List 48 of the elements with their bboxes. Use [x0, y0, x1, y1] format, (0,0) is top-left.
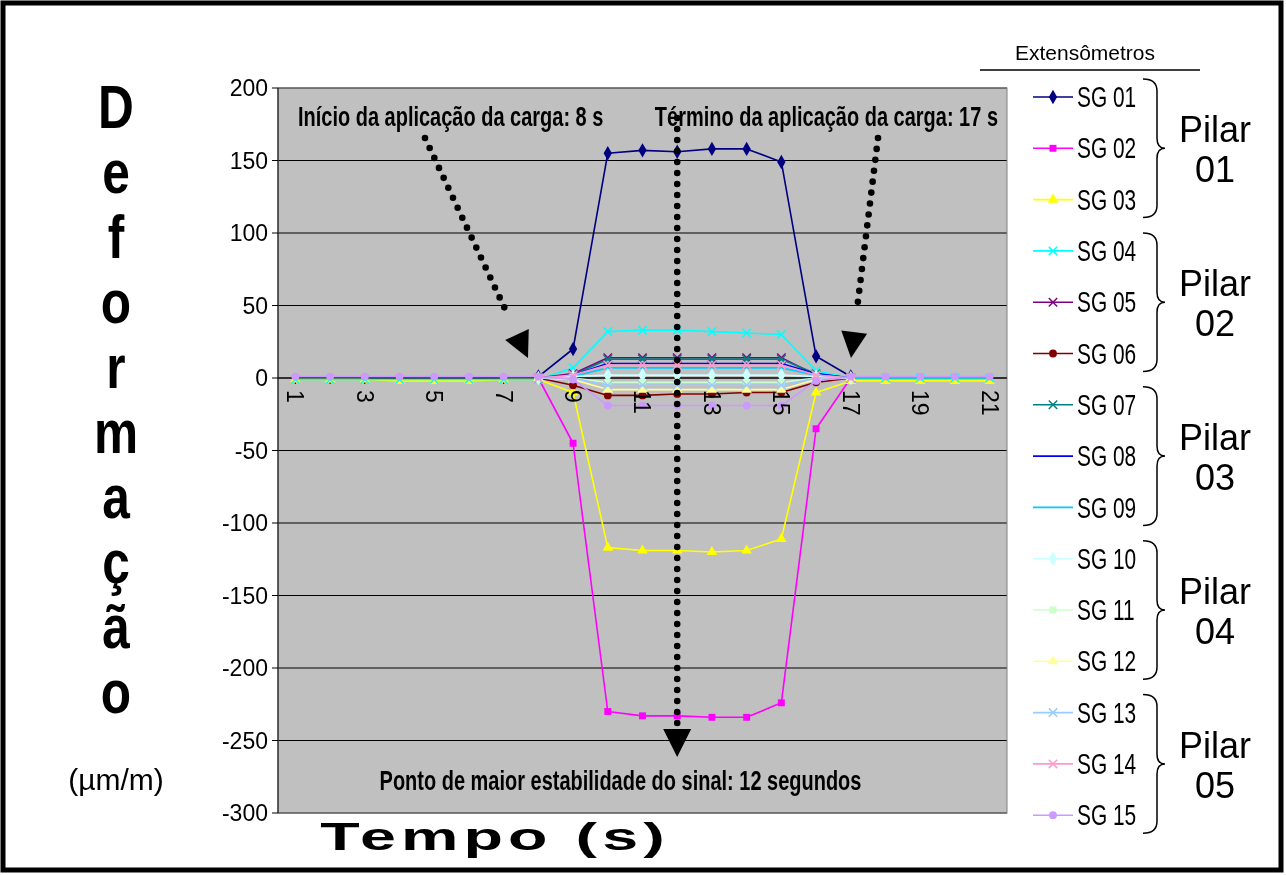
x-tick-label: 15	[768, 390, 795, 416]
legend-label: SG 13	[1077, 696, 1137, 729]
x-tick-label: 9	[560, 390, 587, 403]
x-tick-label: 3	[351, 390, 378, 403]
legend-label: SG 05	[1077, 285, 1137, 319]
x-tick-label: 13	[698, 390, 725, 416]
legend-label: SG 15	[1077, 798, 1137, 832]
legend-label: SG 08	[1077, 439, 1137, 472]
legend-label: SG 14	[1077, 747, 1137, 780]
y-tick-label: -200	[221, 655, 268, 682]
x-tick-label: 11	[629, 390, 656, 414]
legend-label: SG 09	[1077, 491, 1137, 524]
legend-label: SG 06	[1077, 337, 1137, 370]
x-tick-label: 7	[490, 390, 517, 403]
y-tick-label: -250	[221, 727, 268, 754]
legend-label: SG 02	[1077, 132, 1137, 165]
y-tick-label: 0	[255, 365, 268, 392]
legend-label: SG 04	[1077, 234, 1137, 267]
y-tick-label: -300	[221, 800, 268, 827]
y-tick-label: -100	[221, 510, 268, 537]
text: Pilar 04	[1178, 571, 1252, 652]
legend-label: SG 11	[1077, 593, 1135, 626]
y-tick-label: 50	[242, 292, 268, 319]
text: Pilar 02	[1178, 263, 1252, 345]
x-tick-label: 21	[976, 390, 1003, 416]
ref-line-label: Ponto de maior estabilidade do sinal: 12 segundos	[379, 764, 862, 796]
text: Pilar 01	[1178, 109, 1252, 191]
text: Pilar 05	[1178, 724, 1252, 806]
annotation: Término da aplicação da carga: 17 s	[654, 100, 998, 132]
y-tick-label: 100	[229, 220, 268, 247]
x-tick-label: 17	[837, 390, 864, 416]
x-axis-title: Tempo (s)	[320, 815, 670, 858]
legend-label: SG 01	[1077, 80, 1137, 113]
legend-label: SG 12	[1077, 645, 1137, 678]
y-tick-label: -50	[234, 437, 268, 464]
legend-label: SG 10	[1077, 542, 1137, 575]
y-tick-label: 150	[229, 147, 268, 174]
text: Deformação (µm/m)	[68, 71, 164, 796]
y-tick-label: -150	[221, 582, 268, 609]
x-tick-label: 1	[282, 390, 309, 403]
legend-label: SG 07	[1077, 388, 1137, 421]
text: Pilar 03	[1178, 417, 1252, 499]
legend-title: Extensômetros	[1014, 41, 1156, 64]
y-tick-label: 200	[229, 75, 268, 102]
annotation: Início da aplicação da carga: 8 s	[298, 100, 604, 132]
x-tick-label: 19	[907, 390, 934, 416]
legend-label: SG 03	[1077, 183, 1137, 216]
x-tick-label: 5	[421, 390, 448, 403]
